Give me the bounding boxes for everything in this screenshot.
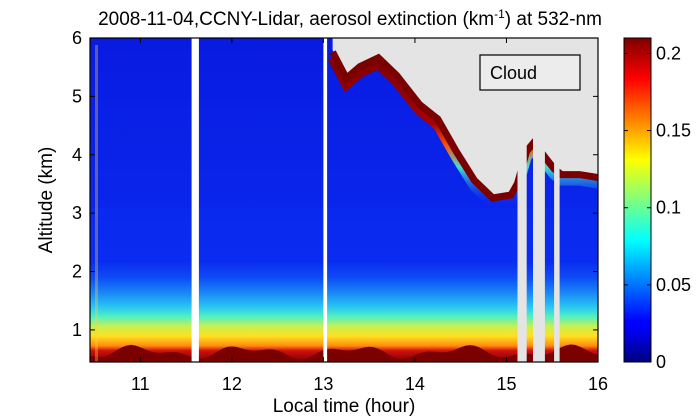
y-axis: 1 2 3 4 5 6 xyxy=(72,28,598,340)
plot-area xyxy=(90,38,598,362)
colorbar-gradient xyxy=(623,37,652,363)
colorbar-tick-label: 0.15 xyxy=(656,121,691,141)
data-gaps xyxy=(191,38,560,362)
colorbar-tick-label: 0 xyxy=(656,352,666,372)
data-gap-3 xyxy=(533,38,545,362)
x-axis-label: Local time (hour) xyxy=(273,396,416,417)
boundary-layer-band xyxy=(90,344,598,362)
y-tick-label: 2 xyxy=(72,262,82,282)
cloud-annotation: Cloud xyxy=(479,54,581,91)
left-edge-streak xyxy=(95,45,98,362)
colorbar-tick-label: 0.1 xyxy=(656,198,681,218)
colorbar-tick-label: 0.2 xyxy=(656,43,681,63)
data-gap-0 xyxy=(191,38,199,362)
plot-frame xyxy=(89,37,599,363)
y-tick-label: 6 xyxy=(72,28,82,48)
colorbar: 0 0.05 0.1 0.15 0.2 xyxy=(623,37,691,372)
x-tick-label: 11 xyxy=(131,374,150,394)
chart-title: 2008-11-04,CCNY-Lidar, aerosol extinctio… xyxy=(98,7,602,30)
data-gap-1 xyxy=(323,38,328,362)
y-tick-label: 1 xyxy=(72,320,82,340)
x-tick-label: 15 xyxy=(496,374,516,394)
colorbar-ticks: 0 0.05 0.1 0.15 0.2 xyxy=(624,43,691,372)
data-gap-2 xyxy=(517,38,527,362)
x-axis: 11 12 13 14 15 16 xyxy=(131,38,608,394)
colorbar-tick-label: 0.05 xyxy=(656,275,691,295)
boundary-layer-peaks xyxy=(90,344,598,362)
y-tick-label: 3 xyxy=(72,203,82,223)
cloud-label: Cloud xyxy=(490,63,537,83)
x-tick-label: 13 xyxy=(313,374,333,394)
y-axis-label: Altitude (km) xyxy=(36,147,57,254)
y-tick-label: 4 xyxy=(72,145,82,165)
y-tick-label: 5 xyxy=(72,86,82,106)
x-tick-label: 16 xyxy=(588,374,608,394)
x-tick-label: 14 xyxy=(405,374,425,394)
x-tick-label: 12 xyxy=(222,374,242,394)
data-gap-4 xyxy=(554,38,560,362)
